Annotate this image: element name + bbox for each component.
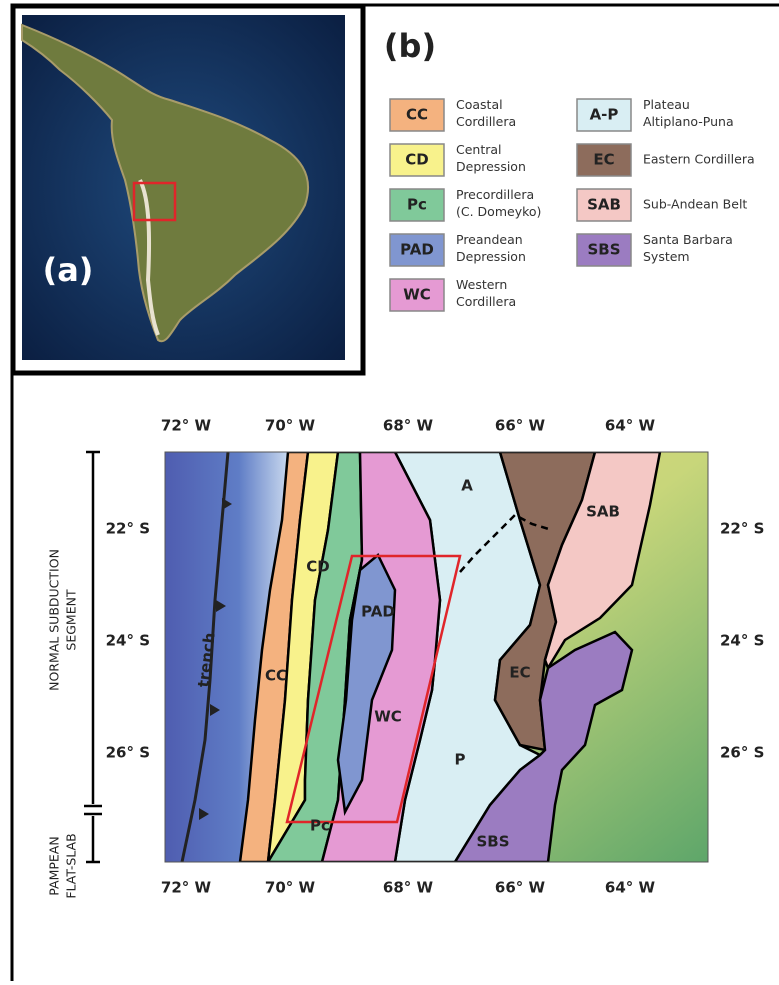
legend-label: Altiplano-Puna bbox=[643, 114, 734, 129]
segment-label: PAMPEAN bbox=[47, 836, 62, 895]
legend-label: Plateau bbox=[643, 97, 690, 112]
region-label: Pc bbox=[310, 817, 330, 835]
lon-label: 64° W bbox=[605, 879, 656, 897]
region-label: P bbox=[455, 751, 466, 769]
lat-label: 24° S bbox=[106, 632, 150, 650]
legend-label: Coastal bbox=[456, 97, 503, 112]
panel-b-label: (b) bbox=[384, 27, 436, 65]
legend-label: Cordillera bbox=[456, 114, 516, 129]
lon-label: 68° W bbox=[383, 879, 434, 897]
lon-label: 66° W bbox=[495, 879, 546, 897]
region-label: SBS bbox=[476, 833, 509, 851]
lat-label: 26° S bbox=[720, 744, 764, 762]
lat-label: 22° S bbox=[720, 520, 764, 538]
lon-label: 68° W bbox=[383, 417, 434, 435]
legend-label: Santa Barbara bbox=[643, 232, 733, 247]
region-label: A bbox=[461, 477, 473, 495]
legend-label: System bbox=[643, 249, 690, 264]
lon-label: 70° W bbox=[265, 879, 316, 897]
lat-label: 26° S bbox=[106, 744, 150, 762]
legend-label: Depression bbox=[456, 249, 526, 264]
legend-label: Cordillera bbox=[456, 294, 516, 309]
region-label: CD bbox=[306, 558, 329, 576]
legend-code: SAB bbox=[587, 196, 621, 214]
lon-label: 66° W bbox=[495, 417, 546, 435]
region-label: PAD bbox=[361, 603, 395, 621]
legend-label: (C. Domeyko) bbox=[456, 204, 541, 219]
legend-label: Precordillera bbox=[456, 187, 534, 202]
legend-label: Sub-Andean Belt bbox=[643, 197, 747, 212]
lon-label: 64° W bbox=[605, 417, 656, 435]
legend-label: Western bbox=[456, 277, 507, 292]
segment-label: FLAT-SLAB bbox=[64, 833, 79, 898]
lat-label: 22° S bbox=[106, 520, 150, 538]
lon-label: 72° W bbox=[161, 417, 212, 435]
map: trench CC CD Pc PAD WC A P EC SAB SBS bbox=[165, 452, 708, 862]
legend-code: Pc bbox=[407, 196, 427, 214]
region-label: SAB bbox=[586, 503, 620, 521]
segment-label: NORMAL SUBDUCTION bbox=[47, 549, 62, 691]
region-label: CC bbox=[265, 667, 287, 685]
legend-code: A-P bbox=[590, 106, 619, 124]
region-label: EC bbox=[509, 664, 530, 682]
legend-label: Eastern Cordillera bbox=[643, 152, 755, 167]
legend-code: CC bbox=[406, 106, 428, 124]
legend-code: CD bbox=[405, 151, 428, 169]
legend-code: PAD bbox=[400, 241, 434, 259]
legend-label: Depression bbox=[456, 159, 526, 174]
legend-code: EC bbox=[593, 151, 614, 169]
figure: (a) (b) CC Coastal Cordillera CD Central Depr… bbox=[0, 0, 779, 981]
lon-label: 72° W bbox=[161, 879, 212, 897]
legend-code: WC bbox=[403, 286, 431, 304]
legend-label: Preandean bbox=[456, 232, 523, 247]
region-label: WC bbox=[374, 708, 402, 726]
lon-label: 70° W bbox=[265, 417, 316, 435]
legend-label: Central bbox=[456, 142, 502, 157]
panel-a-label: (a) bbox=[43, 251, 94, 289]
lat-label: 24° S bbox=[720, 632, 764, 650]
segment-label: SEGMENT bbox=[64, 589, 79, 651]
legend: CC Coastal Cordillera CD Central Depression Pc… bbox=[390, 97, 755, 311]
legend-code: SBS bbox=[587, 241, 620, 259]
